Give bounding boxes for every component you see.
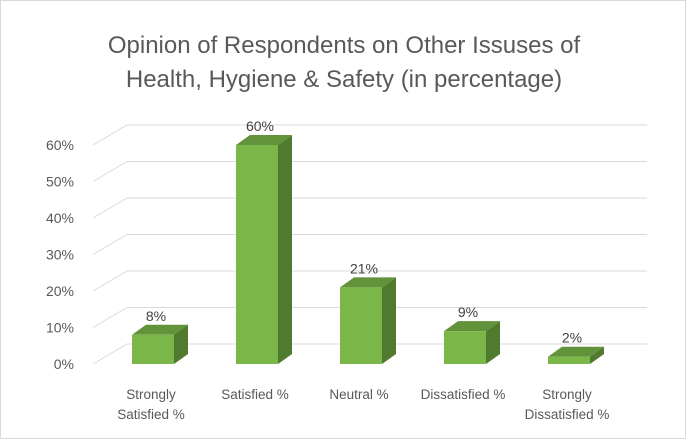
category-label: Dissatisfied % [421,387,506,402]
bar-side [278,135,292,364]
category-label: Strongly [126,387,176,402]
chart-title-line-1: Opinion of Respondents on Other Issuses … [107,32,581,59]
data-label: 2% [562,330,582,346]
category-label: Strongly [542,387,592,402]
y-tick-label: 50% [46,174,74,190]
gridline-depth [92,124,128,146]
bar [236,145,278,364]
y-tick-label: 30% [46,247,74,263]
bar [444,331,486,364]
category-label: Dissatisfied % [525,407,610,422]
gridline-depth [92,270,128,292]
bar-side [590,346,604,364]
gridline-depth [92,161,128,182]
gridline-depth [92,234,128,255]
bar-side [486,321,500,364]
data-label: 60% [246,118,274,134]
y-tick-label: 0% [54,356,74,372]
y-tick-label: 20% [46,283,74,299]
data-label: 8% [146,308,166,324]
bar [132,334,174,364]
y-tick-label: 10% [46,320,74,336]
bar [548,356,590,364]
bar-side [174,324,188,364]
bar-top [548,346,604,357]
bar-top [236,135,292,145]
gridline-depth [92,307,128,328]
category-label: Neutral % [329,387,388,402]
bar-top [340,277,396,288]
gridline-depth [92,197,128,219]
chart-title: Opinion of Respondents on Other Issuses … [1,29,686,97]
bar-top [132,324,188,335]
data-label: 21% [350,260,378,276]
y-tick-label: 40% [46,210,74,226]
gridline-depth [92,343,128,365]
category-label: Satisfied % [117,407,185,422]
data-label: 9% [458,304,478,320]
bar-side [382,277,396,364]
y-tick-label: 60% [46,137,74,153]
chart-title-line-2: Health, Hygiene & Safety (in percentage) [125,66,563,93]
bar-top [444,321,500,332]
category-label: Satisfied % [221,387,289,402]
bar [340,287,382,364]
